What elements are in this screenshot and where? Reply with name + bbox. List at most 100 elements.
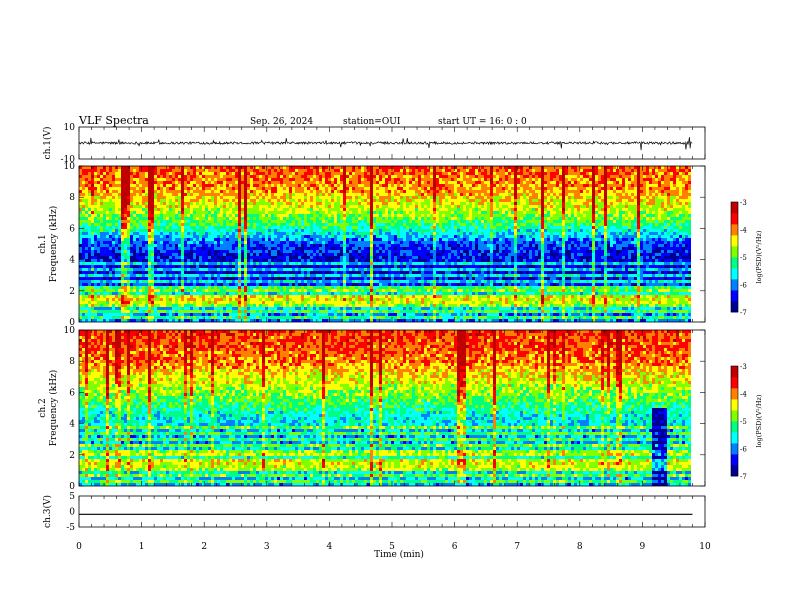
spectrogram-cell xyxy=(286,265,289,268)
spectrogram-cell xyxy=(265,310,268,313)
spectrogram-cell xyxy=(151,304,154,307)
spectrogram-cell xyxy=(145,175,148,178)
spectrogram-cell xyxy=(226,286,229,289)
spectrogram-cell xyxy=(307,247,310,250)
spectrogram-cell xyxy=(307,178,310,181)
spectrogram-cell xyxy=(334,220,337,223)
spectrogram-cell xyxy=(232,250,235,253)
spectrogram-cell xyxy=(358,271,361,274)
spectrogram-cell xyxy=(262,265,265,268)
spectrogram-cell xyxy=(217,283,220,286)
spectrogram-cell xyxy=(244,193,247,196)
spectrogram-cell xyxy=(142,166,145,169)
spectrogram-cell xyxy=(355,289,358,292)
figure-station: station=OUI xyxy=(343,117,401,127)
spectrogram-cell xyxy=(124,202,127,205)
spectrogram-cell xyxy=(178,316,181,319)
spectrogram-cell xyxy=(259,244,262,247)
spectrogram-cell xyxy=(94,187,97,190)
spectrogram-cell xyxy=(187,286,190,289)
spectrogram-cell xyxy=(235,247,238,250)
spectrogram-cell xyxy=(145,313,148,316)
spectrogram-cell xyxy=(232,208,235,211)
spectrogram-cell xyxy=(349,262,352,265)
spectrogram-cell xyxy=(262,190,265,193)
spectrogram-cell xyxy=(112,235,115,238)
spectrogram-cell xyxy=(103,187,106,190)
spectrogram-cell xyxy=(199,211,202,214)
spectrogram-cell xyxy=(133,277,136,280)
spectrogram-cell xyxy=(103,178,106,181)
spectrogram-cell xyxy=(91,253,94,256)
spectrogram-cell xyxy=(268,172,271,175)
spectrogram-cell xyxy=(187,319,190,322)
spectrogram-cell xyxy=(181,214,184,217)
spectrogram-cell xyxy=(247,172,250,175)
spectrogram-cell xyxy=(181,244,184,247)
spectrogram-cell xyxy=(202,199,205,202)
spectrogram-cell xyxy=(253,310,256,313)
spectrogram-cell xyxy=(274,316,277,319)
spectrogram-cell xyxy=(298,304,301,307)
spectrogram-cell xyxy=(349,226,352,229)
spectrogram-cell xyxy=(331,196,334,199)
spectrogram-cell xyxy=(202,172,205,175)
spectrogram-cell xyxy=(172,259,175,262)
spectrogram-cell xyxy=(124,169,127,172)
spectrogram-cell xyxy=(304,196,307,199)
spectrogram-cell xyxy=(289,307,292,310)
spectrogram-cell xyxy=(238,169,241,172)
spectrogram-cell xyxy=(91,292,94,295)
spectrogram-cell xyxy=(358,190,361,193)
spectrogram-cell xyxy=(310,220,313,223)
spectrogram-cell xyxy=(91,199,94,202)
spectrogram-cell xyxy=(94,298,97,301)
spectrogram-cell xyxy=(202,316,205,319)
spectrogram-cell xyxy=(187,304,190,307)
spectrogram-cell xyxy=(334,262,337,265)
spectrogram-cell xyxy=(184,262,187,265)
spectrogram-cell xyxy=(307,298,310,301)
spectrogram-cell xyxy=(136,217,139,220)
spectrogram-cell xyxy=(232,280,235,283)
spectrogram-cell xyxy=(229,265,232,268)
spectrogram-cell xyxy=(304,217,307,220)
spectrogram-cell xyxy=(106,289,109,292)
spectrogram-cell xyxy=(181,271,184,274)
spectrogram-cell xyxy=(322,241,325,244)
spectrogram-cell xyxy=(316,220,319,223)
spectrogram-cell xyxy=(331,217,334,220)
spectrogram-cell xyxy=(289,217,292,220)
spectrogram-cell xyxy=(256,310,259,313)
spectrogram-cell xyxy=(352,175,355,178)
spectrogram-cell xyxy=(112,181,115,184)
spectrogram-cell xyxy=(100,253,103,256)
spectrogram-cell xyxy=(169,172,172,175)
spectrogram-cell xyxy=(307,295,310,298)
spectrogram-cell xyxy=(331,205,334,208)
spectrogram-cell xyxy=(187,166,190,169)
spectrogram-cell xyxy=(259,226,262,229)
spectrogram-cell xyxy=(322,202,325,205)
spectrogram-cell xyxy=(100,175,103,178)
spectrogram-cell xyxy=(319,232,322,235)
spectrogram-cell xyxy=(85,277,88,280)
spectrogram-cell xyxy=(82,283,85,286)
spectrogram-cell xyxy=(91,175,94,178)
spectrogram-cell xyxy=(313,232,316,235)
spectrogram-cell xyxy=(88,310,91,313)
spectrogram-cell xyxy=(307,187,310,190)
spectrogram-cell xyxy=(319,307,322,310)
spectrogram-cell xyxy=(319,235,322,238)
spectrogram-cell xyxy=(115,211,118,214)
spectrogram-cell xyxy=(106,223,109,226)
spectrogram-cell xyxy=(142,211,145,214)
spectrogram-cell xyxy=(211,178,214,181)
spectrogram-cell xyxy=(154,196,157,199)
spectrogram-cell xyxy=(103,250,106,253)
spectrogram-cell xyxy=(145,226,148,229)
spectrogram-cell xyxy=(229,268,232,271)
spectrogram-cell xyxy=(178,181,181,184)
spectrogram-cell xyxy=(241,172,244,175)
spectrogram-cell xyxy=(118,187,121,190)
